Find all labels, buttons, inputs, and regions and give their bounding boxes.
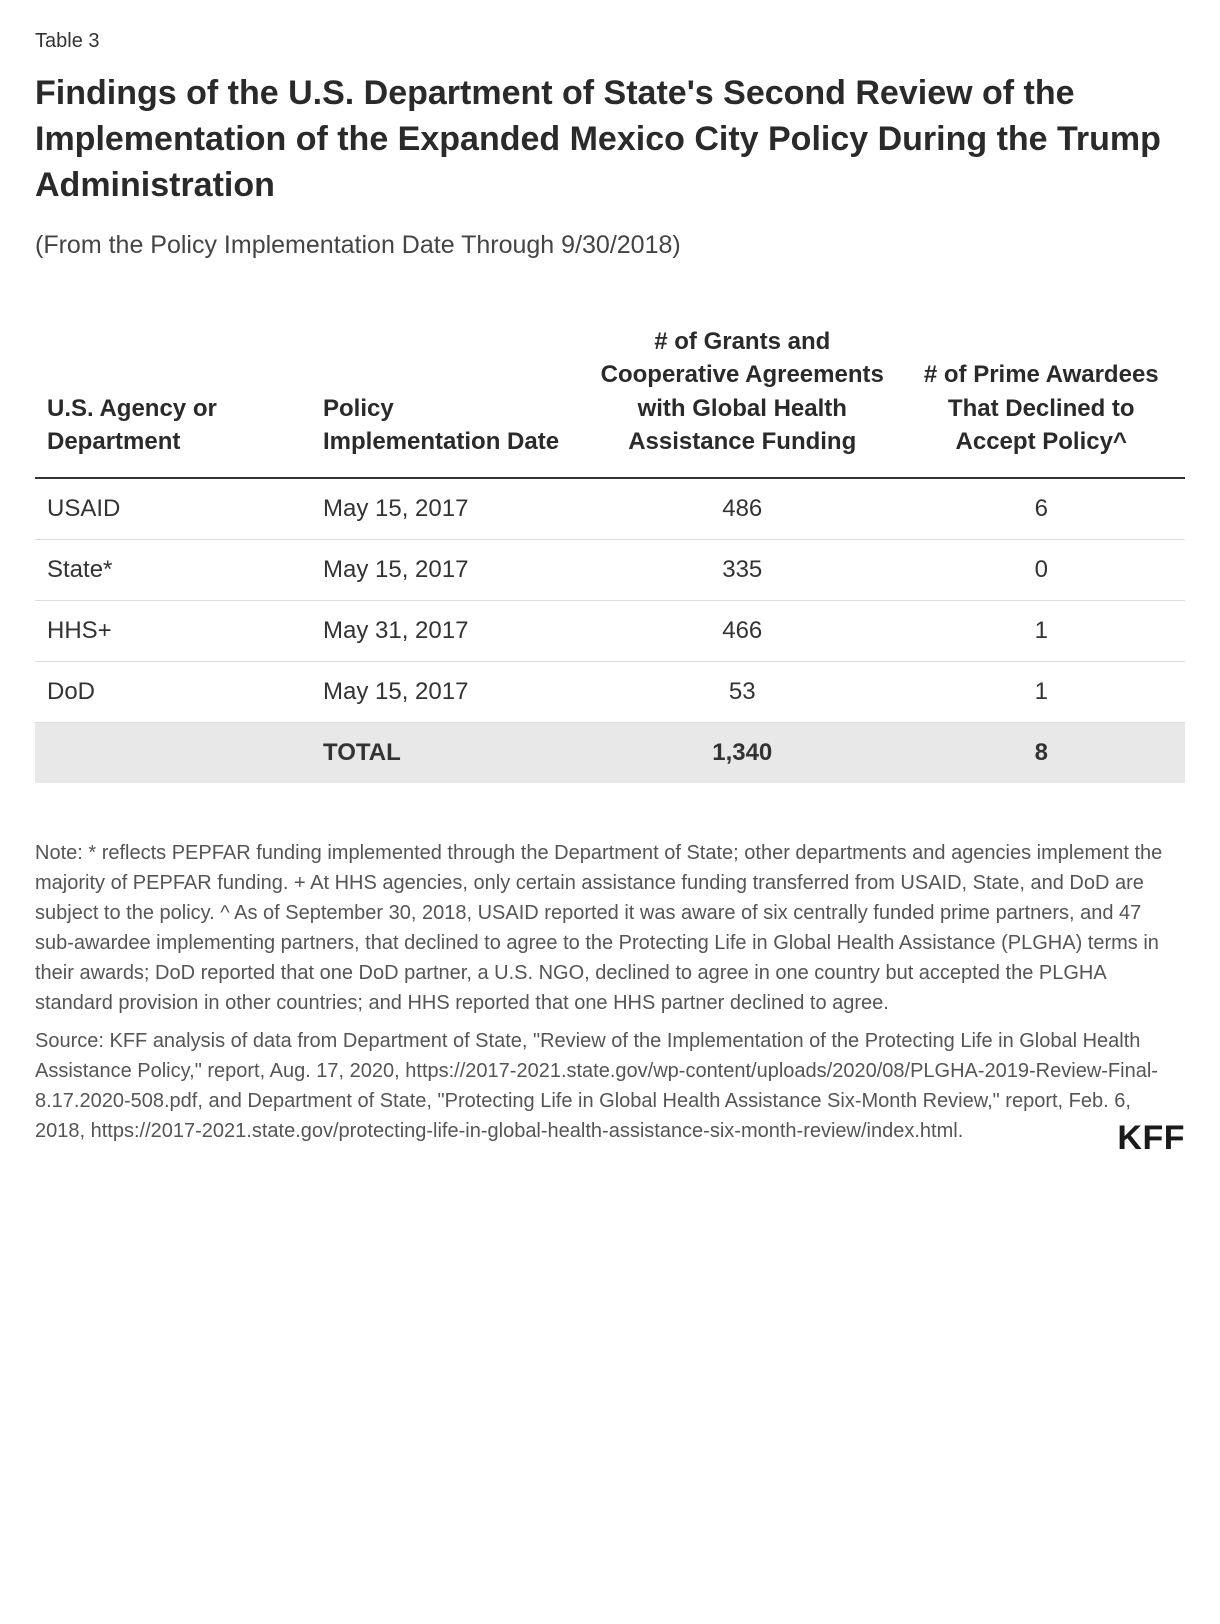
cell-agency: State* xyxy=(35,540,311,601)
cell-date: May 15, 2017 xyxy=(311,662,587,723)
cell-agency xyxy=(35,723,311,784)
cell-date: May 15, 2017 xyxy=(311,478,587,540)
table-total-row: TOTAL 1,340 8 xyxy=(35,723,1185,784)
table-subtitle: (From the Policy Implementation Date Thr… xyxy=(35,231,1185,260)
cell-agency: DoD xyxy=(35,662,311,723)
table-row: USAID May 15, 2017 486 6 xyxy=(35,478,1185,540)
notes-section: Note: * reflects PEPFAR funding implemen… xyxy=(35,838,1185,1146)
cell-grants: 53 xyxy=(587,662,898,723)
cell-total-declined: 8 xyxy=(898,723,1186,784)
cell-grants: 335 xyxy=(587,540,898,601)
cell-date: May 31, 2017 xyxy=(311,601,587,662)
cell-grants: 466 xyxy=(587,601,898,662)
table-label: Table 3 xyxy=(35,30,1185,53)
cell-declined: 6 xyxy=(898,478,1186,540)
table-row: State* May 15, 2017 335 0 xyxy=(35,540,1185,601)
column-header-grants: # of Grants and Cooperative Agreements w… xyxy=(587,315,898,478)
findings-table: U.S. Agency or Department Policy Impleme… xyxy=(35,315,1185,783)
table-title: Findings of the U.S. Department of State… xyxy=(35,71,1185,209)
column-header-date: Policy Implementation Date xyxy=(311,315,587,478)
table-row: HHS+ May 31, 2017 466 1 xyxy=(35,601,1185,662)
cell-declined: 1 xyxy=(898,601,1186,662)
cell-agency: USAID xyxy=(35,478,311,540)
table-row: DoD May 15, 2017 53 1 xyxy=(35,662,1185,723)
cell-date: May 15, 2017 xyxy=(311,540,587,601)
cell-declined: 1 xyxy=(898,662,1186,723)
cell-grants: 486 xyxy=(587,478,898,540)
column-header-agency: U.S. Agency or Department xyxy=(35,315,311,478)
kff-logo: KFF xyxy=(35,1119,1185,1158)
cell-declined: 0 xyxy=(898,540,1186,601)
table-header-row: U.S. Agency or Department Policy Impleme… xyxy=(35,315,1185,478)
cell-total-label: TOTAL xyxy=(311,723,587,784)
cell-agency: HHS+ xyxy=(35,601,311,662)
note-text: Note: * reflects PEPFAR funding implemen… xyxy=(35,838,1185,1018)
cell-total-grants: 1,340 xyxy=(587,723,898,784)
column-header-declined: # of Prime Awardees That Declined to Acc… xyxy=(898,315,1186,478)
